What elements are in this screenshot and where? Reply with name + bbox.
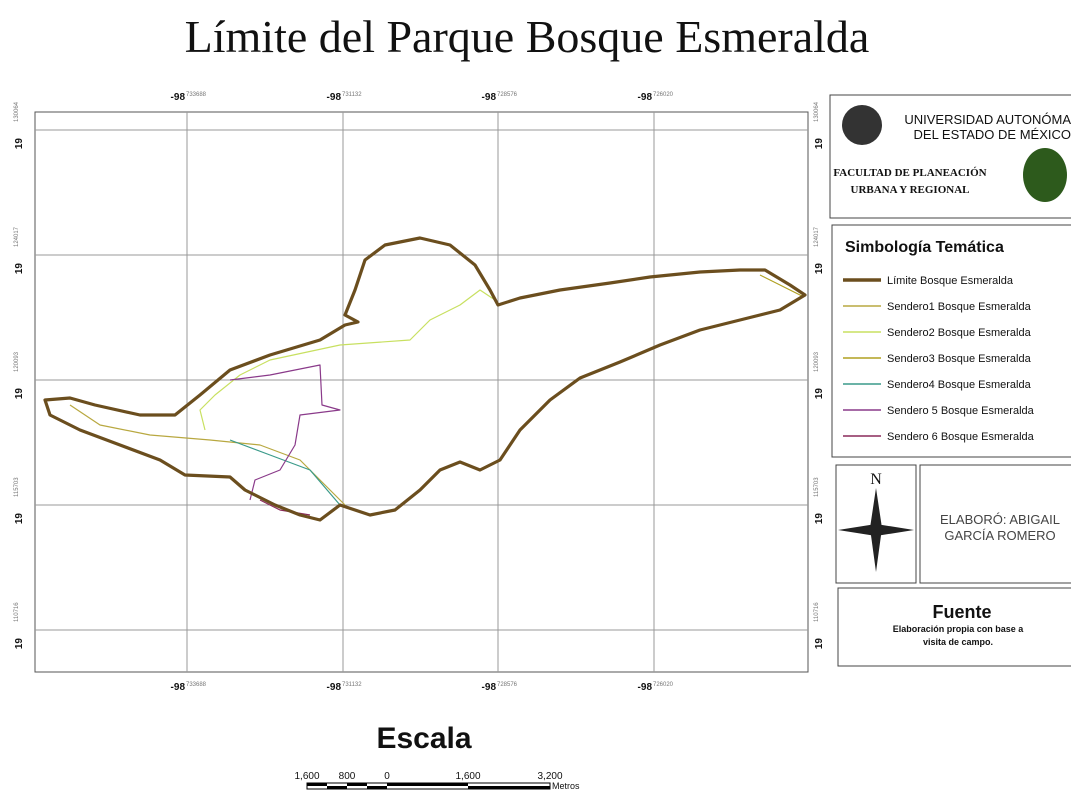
logo [842, 105, 882, 145]
scale-bar: Escala 1,600 800 0 1,600 3,200 Metros [294, 722, 580, 791]
y-coordinate: 19 [14, 138, 25, 150]
scale-segment [327, 786, 347, 789]
x-coordinate-minor: 733688 [186, 682, 207, 688]
trail [229, 364, 341, 501]
y-coordinate-minor: 115703 [14, 477, 20, 497]
y-coordinate-minor: 130064 [14, 101, 20, 122]
x-coordinate-minor: 728576 [497, 92, 518, 98]
x-coordinate: -98 [638, 92, 653, 103]
graticule [35, 112, 808, 672]
y-coordinate: 19 [14, 388, 25, 400]
north-arrow [838, 488, 914, 572]
y-coordinate-minor: 124017 [14, 226, 20, 247]
x-coordinate: -98 [327, 92, 342, 103]
scale-label: 1,600 [455, 771, 480, 782]
source-text: Elaboración propia con base a [893, 624, 1025, 634]
y-coordinate: 19 [14, 513, 25, 525]
park-boundary [43, 236, 807, 522]
y-coordinate-minor: 120093 [814, 351, 820, 372]
x-coordinate: -98 [327, 682, 342, 693]
source-text: visita de campo. [923, 637, 993, 647]
y-coordinate: 19 [814, 263, 825, 275]
scale-unit: Metros [552, 781, 580, 791]
x-coordinate-minor: 726020 [653, 92, 674, 98]
y-coordinate-minor: 124017 [814, 226, 820, 247]
scale-label: 0 [384, 771, 390, 782]
grid-labels: -98 733688-98 733688-98 731132-98 731132-98 7… [14, 92, 825, 693]
scale-segment [347, 783, 367, 786]
legend-label: Sendero 6 Bosque Esmeralda [887, 431, 1035, 443]
trail [199, 289, 496, 431]
y-coordinate: 19 [814, 513, 825, 525]
x-coordinate-minor: 726020 [653, 682, 674, 688]
scale-label: 3,200 [537, 771, 562, 782]
y-coordinate: 19 [14, 263, 25, 275]
y-coordinate-minor: 130064 [814, 101, 820, 122]
faculty: URBANA Y REGIONAL [851, 184, 970, 196]
x-coordinate-minor: 731132 [342, 682, 362, 688]
scale-segment [367, 786, 387, 789]
x-coordinate: -98 [638, 682, 653, 693]
north-label: N [870, 471, 882, 488]
scale-segment [307, 783, 327, 786]
legend-label: Sendero1 Bosque Esmeralda [887, 301, 1032, 313]
source-box: Fuente Elaboración propia con base a vis… [837, 587, 1071, 667]
box [831, 224, 1071, 458]
x-coordinate: -98 [171, 682, 186, 693]
map-features [43, 236, 807, 522]
scale-segment [387, 783, 468, 786]
map-frame [34, 111, 809, 673]
author: GARCÍA ROMERO [944, 528, 1055, 543]
y-coordinate: 19 [814, 388, 825, 400]
x-coordinate-minor: 728576 [497, 682, 518, 688]
y-coordinate: 19 [814, 138, 825, 150]
logo [1023, 148, 1067, 202]
legend: Simbología Temática Límite Bosque Esmera… [831, 224, 1071, 458]
x-coordinate: -98 [482, 92, 497, 103]
x-coordinate-minor: 731132 [342, 92, 362, 98]
legend-label: Sendero 5 Bosque Esmeralda [887, 405, 1035, 417]
north-box: N [835, 464, 917, 584]
trail [759, 274, 803, 297]
institution: DEL ESTADO DE MÉXICO [914, 127, 1071, 142]
scale-label: 800 [339, 771, 356, 782]
box [837, 587, 1071, 667]
y-coordinate-minor: 110716 [814, 602, 820, 622]
scale-title: Escala [376, 722, 471, 755]
y-coordinate-minor: 110716 [14, 602, 20, 622]
source-title: Fuente [932, 602, 991, 622]
legend-label: Sendero2 Bosque Esmeralda [887, 327, 1032, 339]
legend-items: Límite Bosque Esmeralda Sendero1 Bosque E… [843, 275, 1035, 443]
y-coordinate-minor: 115703 [814, 477, 820, 497]
scale-label: 1,600 [294, 771, 319, 782]
x-coordinate: -98 [171, 92, 186, 103]
faculty: FACULTAD DE PLANEACIÓN [833, 167, 986, 179]
author-box: ELABORÓ: ABIGAIL GARCÍA ROMERO [919, 464, 1071, 584]
x-coordinate-minor: 733688 [186, 92, 207, 98]
legend-label: Límite Bosque Esmeralda [887, 275, 1014, 287]
box [919, 464, 1071, 584]
legend-label: Sendero3 Bosque Esmeralda [887, 353, 1032, 365]
y-coordinate-minor: 120093 [14, 351, 20, 372]
y-coordinate: 19 [14, 638, 25, 650]
trail [69, 404, 346, 506]
trail [229, 439, 341, 506]
legend-title: Simbología Temática [845, 239, 1004, 256]
y-coordinate: 19 [814, 638, 825, 650]
institution: UNIVERSIDAD AUTONÓMA [904, 112, 1071, 127]
title: Límite del Parque Bosque Esmeralda [185, 11, 870, 62]
x-coordinate: -98 [482, 682, 497, 693]
institution-box: UNIVERSIDAD AUTONÓMA DEL ESTADO DE MÉXIC… [829, 94, 1071, 219]
scale-labels: 1,600 800 0 1,600 3,200 [294, 771, 562, 782]
author: ELABORÓ: ABIGAIL [940, 512, 1060, 527]
scale-segment [468, 786, 550, 789]
legend-label: Sendero4 Bosque Esmeralda [887, 379, 1032, 391]
